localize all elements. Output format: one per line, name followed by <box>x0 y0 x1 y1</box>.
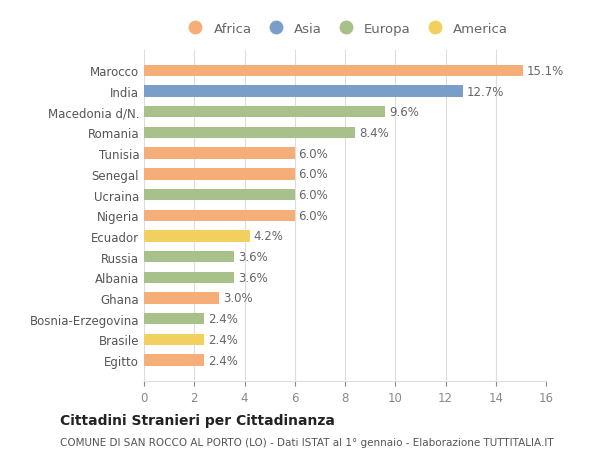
Text: COMUNE DI SAN ROCCO AL PORTO (LO) - Dati ISTAT al 1° gennaio - Elaborazione TUTT: COMUNE DI SAN ROCCO AL PORTO (LO) - Dati… <box>60 437 554 447</box>
Text: Cittadini Stranieri per Cittadinanza: Cittadini Stranieri per Cittadinanza <box>60 414 335 428</box>
Bar <box>144 190 295 201</box>
Text: 6.0%: 6.0% <box>299 168 328 181</box>
Text: 2.4%: 2.4% <box>208 354 238 367</box>
Text: 8.4%: 8.4% <box>359 127 389 140</box>
Bar <box>144 128 355 139</box>
Text: 2.4%: 2.4% <box>208 333 238 346</box>
Text: 6.0%: 6.0% <box>299 189 328 202</box>
Text: 3.0%: 3.0% <box>223 292 253 305</box>
Text: 4.2%: 4.2% <box>253 230 283 243</box>
Bar <box>144 86 463 97</box>
Bar <box>144 252 235 263</box>
Legend: Africa, Asia, Europa, America: Africa, Asia, Europa, America <box>176 17 514 41</box>
Text: 3.6%: 3.6% <box>238 251 268 263</box>
Text: 15.1%: 15.1% <box>527 65 565 78</box>
Bar <box>144 313 204 325</box>
Bar <box>144 169 295 180</box>
Text: 2.4%: 2.4% <box>208 313 238 325</box>
Text: 12.7%: 12.7% <box>467 85 504 98</box>
Text: 6.0%: 6.0% <box>299 147 328 160</box>
Bar <box>144 107 385 118</box>
Bar <box>144 210 295 221</box>
Bar <box>144 355 204 366</box>
Text: 9.6%: 9.6% <box>389 106 419 119</box>
Bar <box>144 272 235 283</box>
Bar <box>144 148 295 159</box>
Bar <box>144 66 523 77</box>
Text: 6.0%: 6.0% <box>299 209 328 222</box>
Bar <box>144 293 220 304</box>
Bar <box>144 334 204 345</box>
Bar <box>144 231 250 242</box>
Text: 3.6%: 3.6% <box>238 271 268 284</box>
